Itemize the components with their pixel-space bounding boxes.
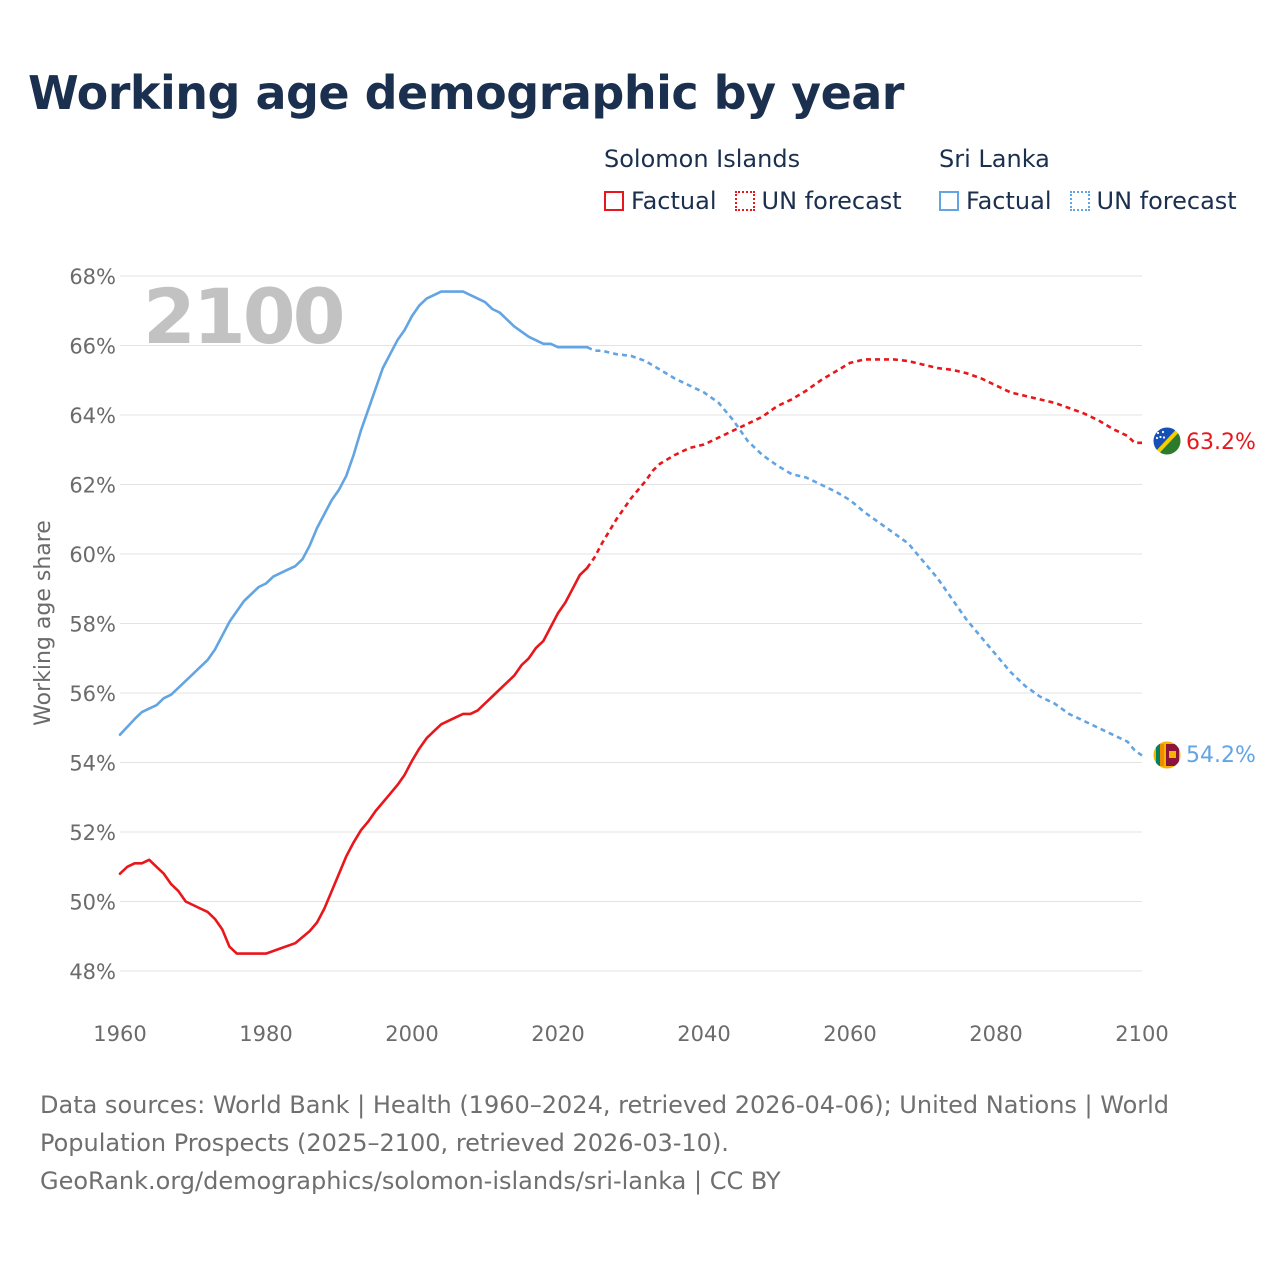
y-tick-label: 66%: [69, 335, 116, 359]
series-line-solomon-islands-forecast[interactable]: [586, 358, 1142, 569]
legend-group-solomon-islands: Solomon Islands Factual UN forecast: [604, 144, 920, 216]
x-axis: 1960 1980 2000 2020 2040 2060 2080 2100: [93, 1022, 1168, 1046]
y-tick-label: 50%: [69, 891, 116, 915]
data-sources-footer: Data sources: World Bank | Health (1960–…: [40, 1086, 1240, 1200]
series-line-solomon-islands-factual[interactable]: [118, 566, 589, 955]
legend-label: Factual: [966, 187, 1052, 215]
x-tick-label: 1960: [93, 1022, 146, 1046]
legend-label: UN forecast: [1096, 187, 1237, 215]
y-axis-label: Working age share: [31, 520, 56, 726]
x-tick-label: 2020: [531, 1022, 584, 1046]
line-chart: 48%50%52%54%56%58%60%62%64%66%68% 1960 19…: [31, 265, 1256, 1046]
series-lines: [118, 290, 1143, 955]
series-line-sri-lanka-factual[interactable]: [118, 290, 589, 737]
legend-item-srilanka-forecast[interactable]: UN forecast: [1069, 187, 1237, 215]
end-value-label-solomon-islands: 63.2%: [1186, 430, 1256, 455]
solomon-islands-flag[interactable]: [1152, 425, 1183, 457]
x-tick-label: 2080: [969, 1022, 1022, 1046]
legend-swatch-dotted: [1069, 191, 1090, 211]
y-tick-label: 58%: [69, 613, 116, 637]
sri-lanka-flag[interactable]: [1152, 740, 1182, 770]
end-value-label-sri-lanka: 54.2%: [1186, 743, 1256, 768]
y-tick-label: 48%: [69, 960, 116, 984]
x-tick-label: 2000: [385, 1022, 438, 1046]
y-tick-label: 52%: [69, 821, 116, 845]
year-watermark: 2100: [143, 272, 343, 361]
legend-swatch-dotted: [734, 191, 755, 211]
y-tick-label: 60%: [69, 543, 116, 567]
y-tick-label: 68%: [69, 265, 116, 289]
y-tick-label: 62%: [69, 474, 116, 498]
legend-swatch-solid: [939, 191, 959, 211]
x-tick-label: 2060: [823, 1022, 876, 1046]
x-tick-label: 2040: [677, 1022, 730, 1046]
x-tick-label: 2100: [1115, 1022, 1168, 1046]
gridlines: [120, 275, 1142, 972]
legend-group-sri-lanka: Sri Lanka Factual UN forecast: [939, 144, 1255, 216]
legend-item-srilanka-factual[interactable]: Factual: [939, 187, 1052, 215]
x-tick-label: 1980: [239, 1022, 292, 1046]
sources-line-1: Data sources: World Bank | Health (1960–…: [40, 1091, 1170, 1119]
y-tick-label: 56%: [69, 682, 116, 706]
y-tick-label: 54%: [69, 752, 116, 776]
legend-label: UN forecast: [761, 187, 902, 215]
legend-label: Factual: [631, 187, 717, 215]
y-tick-label: 64%: [69, 404, 116, 428]
chart-title: Working age demographic by year: [28, 66, 905, 120]
series-line-sri-lanka-forecast[interactable]: [586, 346, 1143, 757]
legend-group-label: Solomon Islands: [604, 145, 801, 173]
legend-item-solomon-forecast[interactable]: UN forecast: [734, 187, 902, 215]
sources-link-line[interactable]: GeoRank.org/demographics/solomon-islands…: [40, 1167, 781, 1195]
legend-swatch-solid: [604, 191, 624, 211]
y-axis: 48% 50% 52% 54% 56% 58% 60% 62% 64% 66% 68%: [69, 265, 116, 984]
sources-line-2: Population Prospects (2025–2100, retriev…: [40, 1129, 729, 1157]
legend-item-solomon-factual[interactable]: Factual: [604, 187, 717, 215]
legend-group-label: Sri Lanka: [939, 145, 1050, 173]
